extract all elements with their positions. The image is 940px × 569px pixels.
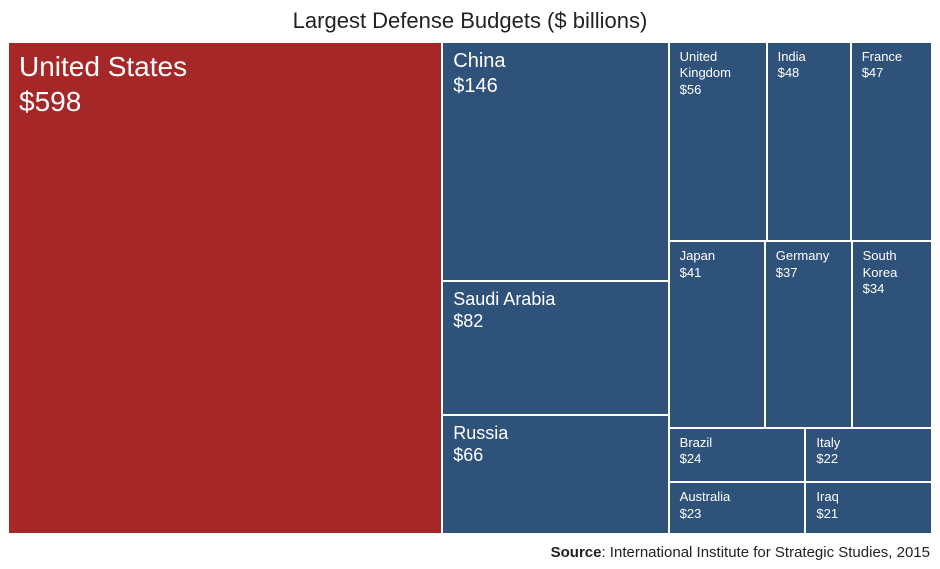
cell-label: Saudi Arabia <box>453 288 657 311</box>
treemap-cell-aus: Australia$23 <box>669 482 806 534</box>
chart-source: Source: International Institute for Stra… <box>551 544 930 561</box>
cell-label: India <box>778 49 840 65</box>
cell-label: Brazil <box>680 435 795 451</box>
cell-label: Germany <box>776 248 841 264</box>
cell-value: $24 <box>680 451 795 467</box>
cell-label: France <box>862 49 921 65</box>
cell-value: $82 <box>453 310 657 333</box>
cell-label: United States <box>19 49 431 84</box>
cell-label: China <box>453 49 657 74</box>
cell-label: South Korea <box>863 248 921 281</box>
treemap-cell-italy: Italy$22 <box>805 428 932 482</box>
treemap-cell-russia: Russia$66 <box>442 415 668 534</box>
cell-value: $146 <box>453 74 657 99</box>
cell-label: Russia <box>453 422 657 445</box>
cell-value: $21 <box>816 506 921 522</box>
cell-value: $34 <box>863 281 921 297</box>
treemap-cell-iraq: Iraq$21 <box>805 482 932 534</box>
treemap-container: United States$598China$146Saudi Arabia$8… <box>8 42 932 534</box>
cell-label: Japan <box>680 248 754 264</box>
treemap-cell-skorea: South Korea$34 <box>852 241 932 428</box>
treemap-cell-saudi: Saudi Arabia$82 <box>442 281 668 415</box>
cell-value: $41 <box>680 265 754 281</box>
cell-value: $48 <box>778 65 840 81</box>
treemap-cell-china: China$146 <box>442 42 668 281</box>
treemap-cell-germany: Germany$37 <box>765 241 852 428</box>
cell-value: $47 <box>862 65 921 81</box>
treemap-cell-japan: Japan$41 <box>669 241 765 428</box>
source-label: Source <box>551 544 602 561</box>
cell-label: Australia <box>680 489 795 505</box>
treemap-cell-india: India$48 <box>767 42 851 241</box>
treemap-cell-brazil: Brazil$24 <box>669 428 806 482</box>
cell-value: $66 <box>453 444 657 467</box>
cell-label: Iraq <box>816 489 921 505</box>
cell-label: United Kingdom <box>680 49 756 82</box>
treemap-cell-france: France$47 <box>851 42 932 241</box>
cell-value: $598 <box>19 84 431 119</box>
chart-title: Largest Defense Budgets ($ billions) <box>0 0 940 44</box>
source-text: : International Institute for Strategic … <box>601 544 930 561</box>
treemap-cell-uk: United Kingdom$56 <box>669 42 767 241</box>
cell-value: $37 <box>776 265 841 281</box>
treemap-cell-us: United States$598 <box>8 42 442 534</box>
cell-value: $56 <box>680 82 756 98</box>
cell-value: $23 <box>680 506 795 522</box>
cell-label: Italy <box>816 435 921 451</box>
cell-value: $22 <box>816 451 921 467</box>
